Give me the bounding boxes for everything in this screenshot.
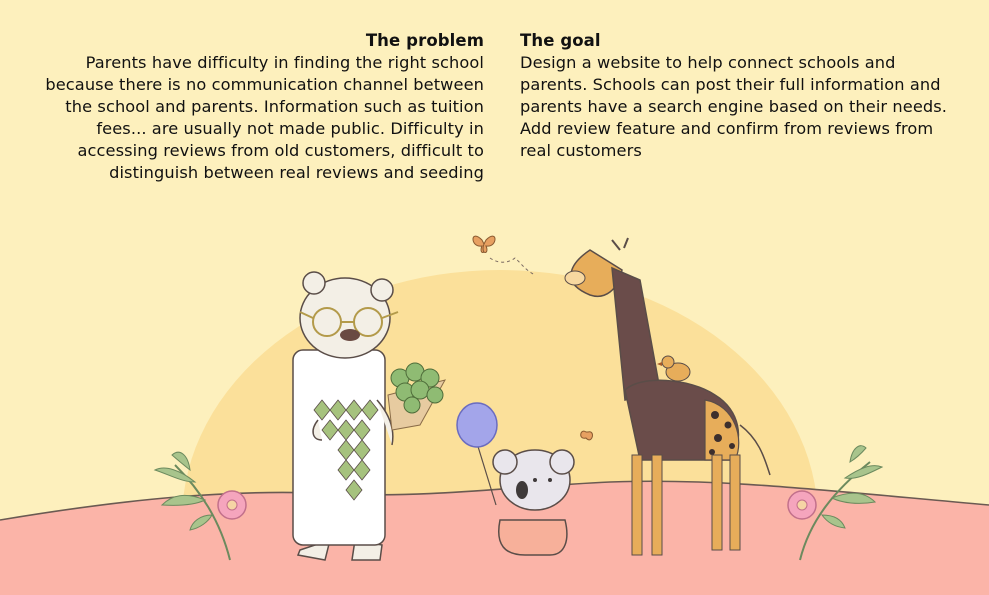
ground-hill	[0, 481, 989, 595]
problem-heading: The problem	[365, 31, 484, 50]
bouquet-icon	[387, 362, 447, 431]
koala-with-balloon-icon	[456, 402, 593, 556]
goal-heading: The goal	[520, 31, 601, 50]
goal-text-2: Add review feature and confirm from revi…	[520, 119, 934, 160]
flower-icon	[787, 445, 884, 561]
flower-icon	[153, 451, 247, 561]
problem-text: Parents have difficulty in finding the r…	[45, 53, 484, 182]
goal-section: The goal Design a website to help connec…	[520, 30, 960, 162]
goal-text-1: Design a website to help connect schools…	[520, 53, 948, 116]
butterfly-icon	[472, 235, 536, 276]
giraffe-with-bird-icon	[564, 237, 771, 556]
problem-section: The problem Parents have difficulty in f…	[40, 30, 484, 184]
ground-line	[0, 480, 989, 521]
bear-with-glasses-icon	[292, 271, 447, 561]
bird-icon	[657, 355, 691, 382]
